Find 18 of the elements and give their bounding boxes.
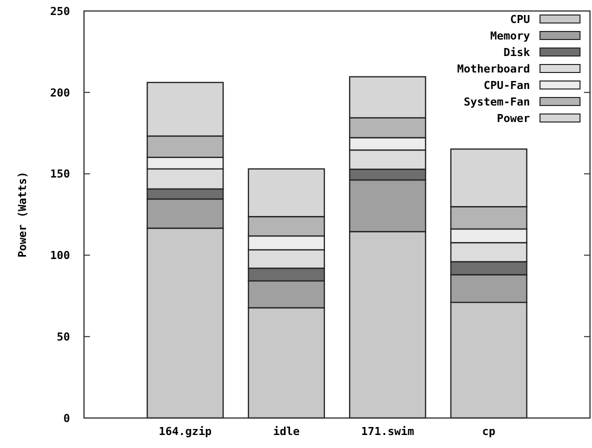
legend-label: Motherboard [457,62,530,76]
x-tick-label: 164.gzip [158,425,212,438]
x-tick-label: idle [273,425,300,438]
legend-label: CPU-Fan [484,78,530,92]
legend-label: Disk [504,46,530,59]
x-tick-label: cp [482,425,496,438]
legend-label: Memory [490,29,530,42]
y-axis-title: Power (Watts) [16,171,29,258]
y-tick-label: 200 [50,86,70,100]
legend-label: CPU [510,12,530,26]
y-tick-label: 150 [50,168,70,181]
y-tick-label: 0 [63,412,70,425]
y-tick-label: 50 [56,330,70,344]
y-tick-label: 250 [50,4,70,18]
y-tick-label: 100 [50,249,70,262]
legend-label: Power [496,112,530,125]
x-tick-label: 171.swim [361,425,414,438]
legend-label: System-Fan [464,95,530,108]
